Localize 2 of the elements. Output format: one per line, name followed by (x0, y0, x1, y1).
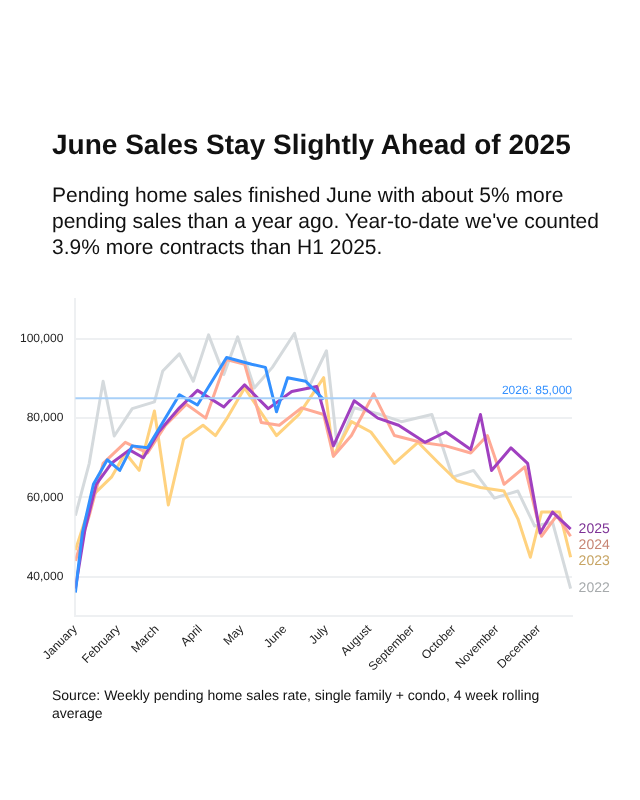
chart-title: June Sales Stay Slightly Ahead of 2025 (52, 128, 573, 160)
chart-subtitle: Pending home sales finished June with about 5% more pending sales than a year ago. Year-to-date we've counted 3.9% more contracts than H1 2025. (52, 184, 601, 262)
